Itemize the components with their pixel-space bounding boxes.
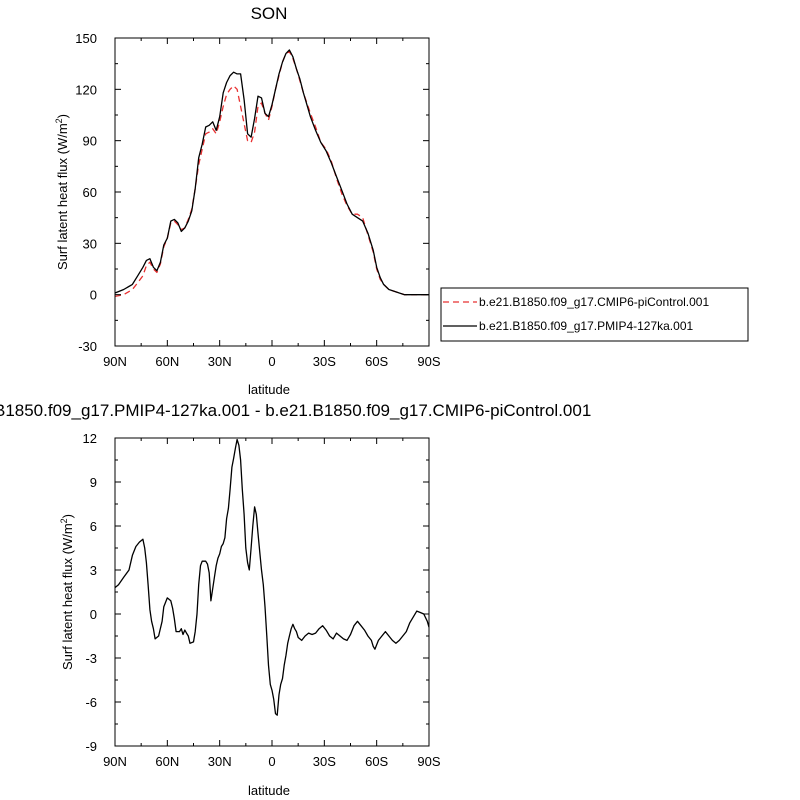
x-tick-label: 30S [313, 354, 336, 369]
top-panel-y-axis-label-text: Surf latent heat flux (W/m [55, 123, 70, 270]
y-tick-label: 150 [75, 31, 97, 46]
legend-box [440, 287, 749, 342]
top-panel-x-axis-label: latitude [248, 382, 290, 397]
top-panel: SON 90N 60N 30N 0 30S 60S 90S-300306090120150 … [54, 4, 441, 397]
x-tick-label: 90N [103, 354, 127, 369]
x-tick-label: 60S [365, 354, 388, 369]
bottom-panel-y-axis-label-superscript: 2 [59, 518, 69, 523]
top-panel-title: SON [251, 4, 288, 23]
y-tick-label: 12 [83, 431, 97, 446]
top-panel-y-axis-label-superscript: 2 [54, 118, 64, 123]
top-panel-series [114, 49, 429, 298]
bottom-panel-frame [114, 437, 430, 747]
x-tick-label: 60S [365, 754, 388, 769]
x-tick-label: 30S [313, 754, 336, 769]
y-tick-label: 9 [90, 475, 97, 490]
x-tick-label: 90S [417, 354, 440, 369]
bottom-panel-ticks: 90N 60N 30N 0 30S 60S 90S -9 -6 -3 0 3 6 9 12 [83, 431, 441, 769]
x-tick-label: 30N [208, 354, 232, 369]
x-tick-label: 60N [155, 754, 179, 769]
bottom-panel-y-axis-label: Surf latent heat flux (W/m2) [59, 514, 75, 670]
bottom-panel-title: b.e21.B1850.f09_g17.PMIP4-127ka.001 - b.… [0, 401, 591, 420]
top-panel-y-axis-label-close: ) [55, 114, 70, 118]
y-tick-label: 120 [75, 82, 97, 97]
x-tick-label: 0 [268, 754, 275, 769]
x-tick-label: 90N [103, 754, 127, 769]
y-tick-label: 30 [83, 236, 97, 251]
top-panel-y-axis-label: Surf latent heat flux (W/m2) [54, 114, 70, 270]
x-tick-label: 90S [417, 754, 440, 769]
x-tick-label: 0 [268, 354, 275, 369]
y-tick-label: -3 [85, 651, 97, 666]
bottom-panel-y-axis-label-text: Surf latent heat flux (W/m [60, 523, 75, 670]
y-tick-label: 60 [83, 185, 97, 200]
y-tick-label: -30 [78, 339, 97, 354]
panel0-series-line-0 [114, 51, 429, 298]
y-tick-label: -9 [85, 739, 97, 754]
legend-label-picontrol: b.e21.B1850.f09_g17.CMIP6-piControl.001 [479, 295, 709, 309]
panel1-series-line-0 [114, 438, 430, 716]
bottom-panel: b.e21.B1850.f09_g17.PMIP4-127ka.001 - b.… [0, 401, 591, 798]
y-tick-label: 6 [90, 519, 97, 534]
x-tick-label: 60N [155, 354, 179, 369]
bottom-panel-series [114, 438, 430, 716]
top-panel-frame [114, 37, 430, 347]
legend-label-127ka: b.e21.B1850.f09_g17.PMIP4-127ka.001 [479, 319, 693, 333]
bottom-panel-x-axis-label: latitude [248, 783, 290, 798]
panel0-series-line-1 [114, 49, 429, 296]
y-tick-label: 90 [83, 134, 97, 149]
bottom-panel-y-axis-label-close: ) [60, 514, 75, 518]
top-panel-ticks: 90N 60N 30N 0 30S 60S 90S -30 0 30 60 90 120 150 [75, 31, 441, 369]
legend: b.e21.B1850.f09_g17.CMIP6-piControl.001 … [440, 287, 749, 342]
y-tick-label: 0 [90, 607, 97, 622]
y-tick-label: -6 [85, 695, 97, 710]
y-tick-label: 3 [90, 563, 97, 578]
x-tick-label: 30N [208, 754, 232, 769]
y-tick-label: 0 [90, 288, 97, 303]
